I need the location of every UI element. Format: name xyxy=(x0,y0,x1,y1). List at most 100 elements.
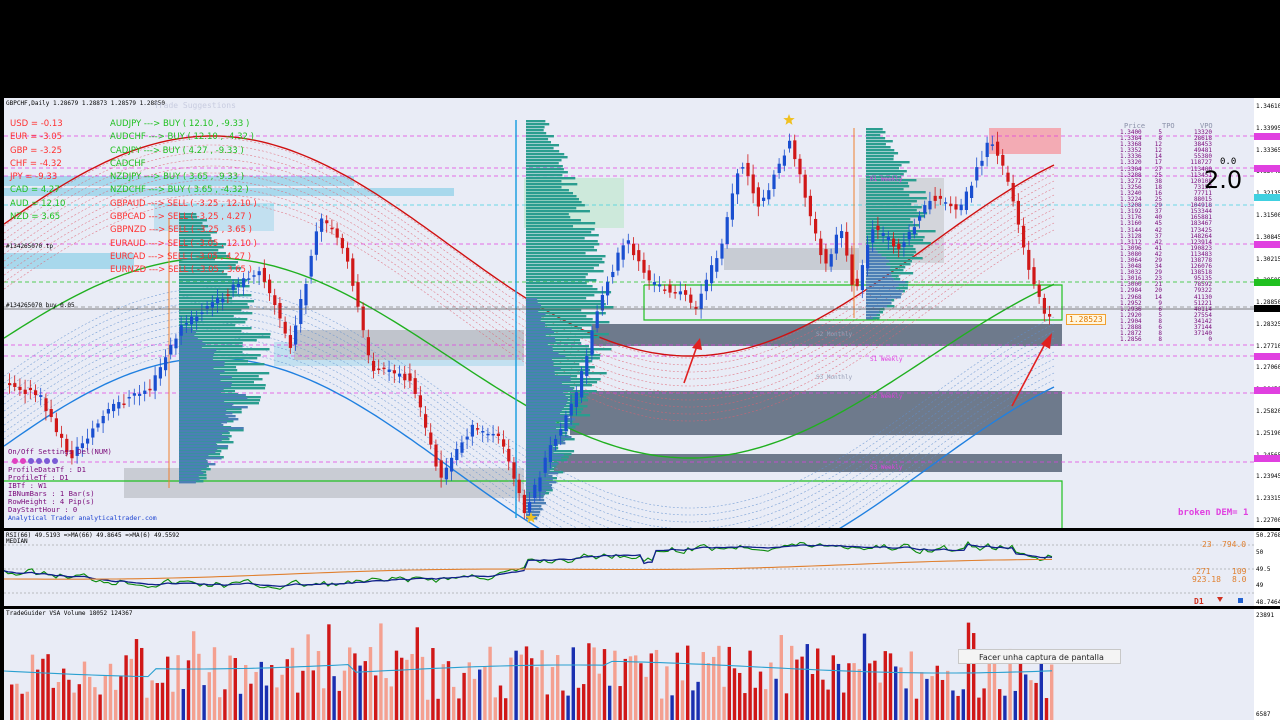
volume-bar xyxy=(977,697,981,720)
vp-cell: 183467 xyxy=(1190,220,1212,228)
candle-body xyxy=(262,267,266,282)
profile-bar xyxy=(526,318,593,321)
profile-bar xyxy=(526,499,545,502)
candle-body xyxy=(216,297,220,304)
volume-bar xyxy=(857,669,861,720)
rsi-line xyxy=(4,540,1053,590)
dot-icon[interactable] xyxy=(36,458,42,464)
volume-bar xyxy=(535,667,539,720)
vp-cell: 16 xyxy=(1154,189,1162,197)
profile-bar xyxy=(179,400,225,403)
rsi-timeframe[interactable]: D1 xyxy=(1194,597,1204,606)
profile-bar xyxy=(866,305,887,308)
candle-body xyxy=(871,229,875,243)
profile-bar xyxy=(866,275,892,278)
volume-pane[interactable]: TradeGuider VSA Volume 18052 124367 xyxy=(4,609,1254,720)
vp-cell: 9 xyxy=(1158,299,1162,307)
profile-bar xyxy=(866,158,894,161)
candle-body xyxy=(127,396,131,399)
profile-bar xyxy=(526,307,541,310)
candle-body xyxy=(964,191,968,210)
volume-bar xyxy=(160,682,165,720)
price-chart-canvas[interactable] xyxy=(4,98,1254,528)
profile-bar xyxy=(526,313,546,316)
profile-bar xyxy=(866,161,910,164)
rsi-axis[interactable]: 50.2768 50 49.5 49 48.7464 xyxy=(1254,531,1280,606)
profile-bar xyxy=(866,263,911,266)
profile-bar xyxy=(526,360,593,363)
down-arrow-icon[interactable] xyxy=(1217,597,1223,602)
vp-table-row: 1.3080 42 113483 xyxy=(1116,251,1212,258)
volume-bar xyxy=(46,654,50,720)
volume-bar xyxy=(342,670,347,720)
dot-icon[interactable] xyxy=(28,458,34,464)
context-menu-screenshot[interactable]: Facer unha captura de pantalla xyxy=(958,649,1121,664)
profile-bar xyxy=(526,234,599,237)
rsi-pane[interactable]: RSI(66) 49.5193 =>MA(66) 49.8645 =>MA(6)… xyxy=(4,531,1254,606)
profile-bar xyxy=(179,297,233,300)
profile-bar xyxy=(179,348,270,351)
axis-label: 49 xyxy=(1256,582,1264,590)
profile-bar xyxy=(526,502,546,505)
axis-label: 1.28850 xyxy=(1256,299,1280,307)
volume-bar xyxy=(72,692,76,720)
volume-bar xyxy=(30,654,35,720)
candle-body xyxy=(678,291,682,295)
candle-body xyxy=(715,258,719,272)
square-icon[interactable] xyxy=(1238,598,1243,603)
dot-icon[interactable] xyxy=(20,458,26,464)
volume-bar xyxy=(212,647,217,720)
vp-cell: 8 xyxy=(1158,317,1162,325)
candle-body xyxy=(1001,154,1005,166)
price-axis[interactable]: 1.346101.339951.333651.327451.321351.315… xyxy=(1254,98,1280,528)
candle-body xyxy=(486,433,490,436)
profile-bar xyxy=(526,249,598,252)
vp-cell: 1.3320 xyxy=(1120,159,1142,167)
profile-bar xyxy=(179,261,239,264)
vp-cell: 37144 xyxy=(1193,324,1212,331)
volume-bar xyxy=(743,693,747,720)
candle-body xyxy=(60,433,64,438)
order-buy-label[interactable]: #134265070 buy 0.05 xyxy=(6,302,75,309)
volume-axis[interactable]: 23891 6587 xyxy=(1254,609,1280,720)
volume-bar xyxy=(826,689,830,720)
volume-bar xyxy=(530,658,534,720)
profile-bar xyxy=(526,306,614,309)
profile-bar xyxy=(179,327,252,330)
volume-bar xyxy=(982,688,986,720)
volume-bar xyxy=(114,689,118,720)
profile-bar xyxy=(179,315,234,318)
volume-bar xyxy=(738,672,742,720)
volume-bar xyxy=(36,669,40,720)
volume-bar xyxy=(842,692,846,720)
profile-bar xyxy=(526,177,576,180)
profile-bar xyxy=(179,478,200,481)
vp-cell: 34 xyxy=(1154,263,1162,271)
dot-icon[interactable] xyxy=(12,458,18,464)
rsi-canvas[interactable] xyxy=(4,531,1254,606)
profile-bar xyxy=(866,203,912,206)
settings-footer[interactable]: Analytical Trader analyticaltrader.com xyxy=(8,514,157,522)
volume-canvas[interactable] xyxy=(4,609,1254,720)
profile-bar xyxy=(526,385,570,388)
dot-icon[interactable] xyxy=(52,458,58,464)
candle-body xyxy=(834,234,838,254)
vp-cell: 23 xyxy=(1154,275,1162,283)
price-chart-pane[interactable]: GBPCHF,Daily 1.28679 1.28873 1.28579 1.2… xyxy=(4,98,1254,528)
dot-icon[interactable] xyxy=(44,458,50,464)
volume-bar xyxy=(784,693,789,720)
profile-bar xyxy=(179,273,228,276)
vp-cell: 13320 xyxy=(1193,129,1212,136)
demand-zone xyxy=(592,324,1062,346)
order-tp-label[interactable]: #134265070 tp xyxy=(6,243,53,250)
candle-body xyxy=(325,220,329,224)
axis-label: 1.27060 xyxy=(1256,364,1280,372)
volume-bar xyxy=(940,679,945,720)
candle-body xyxy=(158,367,162,379)
candle-body xyxy=(460,442,464,453)
volume-bar xyxy=(62,668,66,720)
settings-header[interactable]: On/Off Settings Del(NUM) xyxy=(8,447,112,456)
profile-bar xyxy=(179,354,261,357)
profile-bar xyxy=(526,343,548,346)
vp-cell: 17 xyxy=(1154,159,1162,167)
